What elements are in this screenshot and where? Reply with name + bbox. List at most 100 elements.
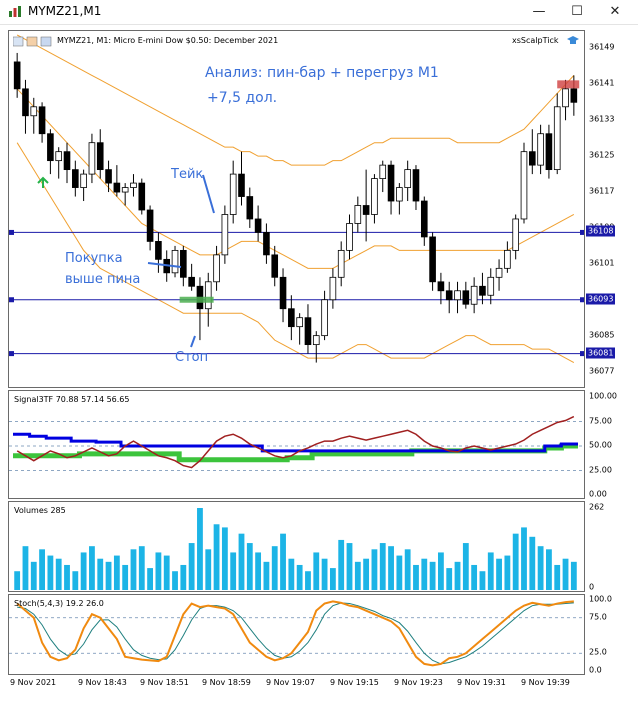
- volume-bar: [454, 561, 461, 590]
- candle: [487, 276, 495, 296]
- volumes-label: Volumes 285: [14, 506, 66, 515]
- stochastic-pane[interactable]: Stoch(5,4,3) 19.2 26.0: [8, 594, 585, 675]
- level-handle-2[interactable]: [9, 351, 14, 357]
- candle: [155, 241, 162, 260]
- candle: [528, 151, 536, 166]
- price-tick: 36133: [589, 114, 615, 124]
- annotation-profit: +7,5 дол.: [207, 90, 278, 106]
- volume-bar: [504, 555, 511, 590]
- volume-bar: [521, 527, 527, 590]
- signal-tick: 0.00: [589, 489, 607, 499]
- volume-bar: [421, 558, 428, 590]
- volume-bar: [213, 524, 220, 590]
- signal3tf-canvas: [9, 415, 584, 471]
- volume-bar: [113, 555, 120, 590]
- candle: [346, 223, 353, 251]
- price-tick: 36101: [589, 258, 615, 268]
- volume-bar: [89, 546, 95, 590]
- stoch-main-line: [16, 600, 574, 667]
- candle: [504, 249, 511, 269]
- close-button[interactable]: ✕: [609, 4, 621, 19]
- volume-bar: [529, 536, 536, 590]
- level-handle-right-1[interactable]: [580, 297, 585, 303]
- candle: [63, 151, 71, 171]
- minimize-button[interactable]: —: [532, 4, 546, 19]
- stoch-tick: 25.0: [589, 647, 607, 657]
- candle: [470, 285, 478, 305]
- volume-bar: [462, 543, 469, 590]
- volume-bar: [388, 546, 394, 590]
- time-label: 9 Nov 19:15: [330, 678, 379, 687]
- candle: [387, 164, 395, 202]
- volume-bar: [255, 552, 262, 590]
- signal-tick: 100.00: [589, 391, 617, 401]
- volume-bar: [546, 549, 552, 590]
- candle: [188, 276, 195, 287]
- level-handle-right-0[interactable]: [580, 229, 585, 235]
- candle: [288, 308, 295, 328]
- stochastic-canvas: [9, 600, 584, 667]
- signal3tf-pane[interactable]: Signal3TF 70.88 57.14 56.65: [8, 390, 585, 499]
- volume-tick: 0: [589, 582, 595, 592]
- volumes-pane[interactable]: Volumes 285: [8, 501, 585, 592]
- candle: [570, 88, 578, 103]
- volume-bar: [437, 552, 444, 590]
- volume-bar: [554, 564, 561, 590]
- stop-pointer-arrow: [190, 335, 196, 348]
- buy-pointer-arrow: [147, 262, 182, 268]
- signal3tf-axis: 100.00 75.00 50.00 25.00 0.00: [585, 390, 638, 499]
- volume-bar: [429, 561, 436, 590]
- annotation-title: Анализ: пин-бар + перегруз М1: [205, 65, 439, 81]
- price-chart-canvas: [9, 34, 585, 364]
- volume-bar: [39, 549, 45, 590]
- price-chart-pane[interactable]: MYMZ21, M1: Micro E-mini Dow $0.50: Dece…: [8, 30, 585, 388]
- window-titlebar: MYMZ21,M1 — ☐ ✕: [0, 0, 638, 25]
- level-handle-1[interactable]: [9, 297, 14, 303]
- band-middle: [16, 88, 575, 269]
- buy-label-line1: Покупка: [65, 251, 123, 266]
- stoch-signal-line: [17, 602, 574, 665]
- candle: [420, 200, 428, 238]
- volume-bar: [97, 558, 104, 590]
- candle: [105, 169, 112, 184]
- volume-bar: [413, 564, 419, 590]
- volume-tick: 262: [589, 502, 605, 512]
- signal3tf-label: Signal3TF 70.88 57.14 56.65: [14, 395, 130, 404]
- stochastic-label: Stoch(5,4,3) 19.2 26.0: [14, 599, 104, 608]
- volume-bar: [338, 539, 345, 590]
- price-tick: 36085: [589, 330, 615, 340]
- stoch-tick: 0.0: [589, 665, 602, 675]
- volume-bar: [72, 571, 79, 590]
- candle: [279, 276, 287, 310]
- signal-red-line: [16, 415, 575, 469]
- time-label: 9 Nov 18:43: [78, 678, 127, 687]
- volume-bar: [296, 564, 303, 590]
- volume-bar: [346, 543, 353, 590]
- volume-bar: [130, 549, 137, 590]
- volume-bar: [305, 571, 311, 590]
- take-profit-label: Тейк: [171, 167, 204, 182]
- candle: [263, 232, 270, 256]
- volume-bar: [562, 558, 569, 590]
- band-upper: [16, 34, 575, 166]
- candle: [47, 133, 54, 162]
- candle: [121, 187, 129, 193]
- candle: [321, 299, 328, 337]
- volume-bar: [172, 571, 178, 590]
- volume-bar: [313, 552, 320, 590]
- level-handle-right-2[interactable]: [580, 351, 585, 357]
- candle: [562, 88, 569, 108]
- volume-bar: [80, 552, 87, 590]
- candle: [553, 106, 561, 171]
- level-handle-0[interactable]: [9, 229, 14, 235]
- time-label: 9 Nov 18:59: [202, 678, 251, 687]
- maximize-button[interactable]: ☐: [571, 4, 583, 19]
- candle: [221, 214, 229, 256]
- candle: [404, 169, 411, 188]
- volume-bar: [404, 549, 411, 590]
- candle: [113, 182, 121, 193]
- time-label: 9 Nov 18:51: [140, 678, 189, 687]
- price-tick: 36149: [589, 42, 615, 52]
- symbol-info: MYMZ21, M1: Micro E-mini Dow $0.50: Dece…: [57, 36, 279, 45]
- candle: [30, 106, 38, 117]
